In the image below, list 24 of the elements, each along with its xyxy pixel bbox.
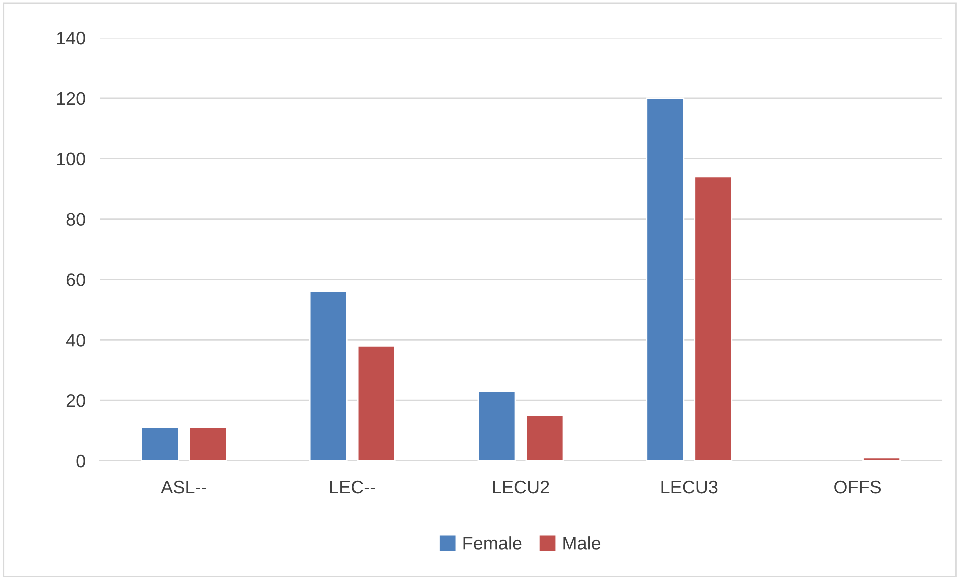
y-tick-label: 20 <box>66 394 86 408</box>
legend-label: Female <box>464 536 522 550</box>
bar <box>694 176 733 461</box>
x-tick-label: LECU2 <box>493 480 550 494</box>
bar <box>188 427 228 461</box>
bar <box>862 457 902 461</box>
bar <box>478 390 516 461</box>
x-tick-label: LECU3 <box>662 480 718 494</box>
bar <box>140 427 180 461</box>
y-tick-label: 40 <box>66 334 86 347</box>
x-tick-label: LEC-- <box>330 480 376 494</box>
y-tick-label: 100 <box>57 152 86 166</box>
legend-label: Male <box>564 536 601 550</box>
y-tick-label: 80 <box>66 213 86 226</box>
bar <box>357 345 396 461</box>
y-tick-label: 140 <box>57 32 86 45</box>
bar <box>646 98 685 461</box>
bar <box>309 291 348 461</box>
y-tick-label: 120 <box>57 92 86 106</box>
bar <box>526 414 564 461</box>
y-tick-label: 0 <box>76 454 86 468</box>
x-tick-label: OFFS <box>834 480 882 494</box>
y-tick-label: 60 <box>66 274 86 286</box>
x-tick-label: ASL-- <box>161 480 206 494</box>
